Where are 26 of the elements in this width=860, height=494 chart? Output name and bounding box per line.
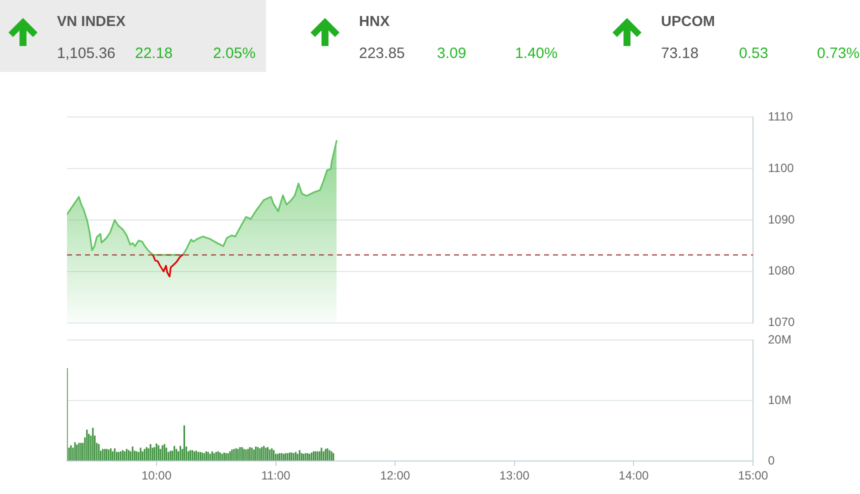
y-tick-label: 20M	[768, 332, 792, 347]
y-tick-label: 1110	[768, 110, 794, 124]
x-tick-label: 15:00	[738, 468, 768, 483]
text: UPCOM	[661, 13, 715, 31]
text: 2.05%	[213, 45, 256, 63]
text: HNX	[359, 13, 390, 31]
text: 1.40%	[515, 45, 558, 63]
text: 3.09	[437, 45, 466, 63]
x-tick-label: 11:00	[261, 468, 291, 483]
text: 73.18	[661, 45, 699, 63]
text: 0.73%	[817, 45, 860, 63]
y-tick-label: 1080	[768, 264, 796, 278]
text: 1,105.36	[57, 45, 116, 63]
x-tick-label: 10:00	[141, 468, 172, 483]
x-tick-label: 12:00	[380, 468, 410, 483]
y-tick-label: 1070	[768, 315, 796, 330]
x-tick-label: 13:00	[499, 468, 530, 483]
y-tick-label: 1090	[768, 212, 796, 226]
text: VN INDEX	[57, 13, 126, 31]
x-tick-label: 14:00	[618, 468, 650, 483]
y-tick-label: 0	[768, 453, 775, 468]
y-tick-label: 1100	[768, 160, 794, 175]
text: 223.85	[359, 45, 405, 63]
y-tick-label: 10M	[768, 392, 792, 407]
text: 22.18	[135, 45, 173, 63]
text: 0.53	[739, 45, 768, 63]
